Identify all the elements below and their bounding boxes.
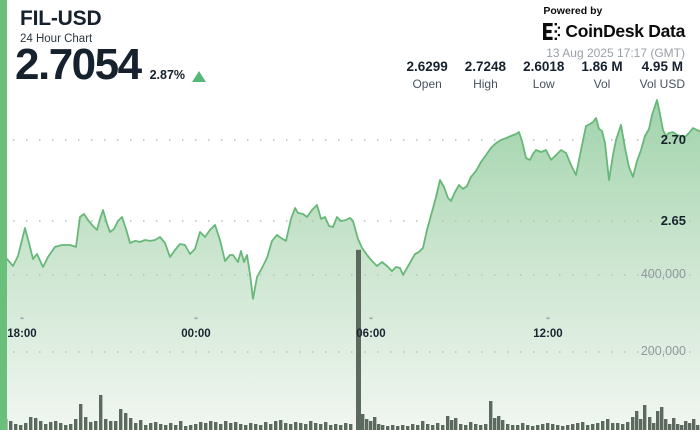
volume-bars — [4, 249, 700, 430]
y-axis-price-label-265: 2.65 — [660, 213, 686, 228]
stat-vol: 1.86 M Vol — [581, 59, 622, 91]
coindesk-logo-icon — [543, 23, 561, 40]
current-price: 2.7054 — [15, 40, 142, 89]
y-axis-price-label-270: 2.70 — [660, 132, 686, 147]
stat-vol-usd-value: 4.95 M — [641, 59, 683, 74]
x-axis-label-0000: 00:00 — [181, 328, 211, 340]
up-triangle-icon — [192, 71, 207, 82]
price-row: 2.7054 2.87% — [15, 40, 207, 89]
stat-low: 2.6018 Low — [523, 59, 564, 91]
stat-low-label: Low — [532, 77, 555, 91]
attribution-block: Powered by CoinDesk Data 13 Aug 2025 17:… — [543, 5, 685, 60]
y-axis-volume-label-400k: 400,000 — [640, 267, 686, 281]
x-axis-label-0600: 06:00 — [356, 328, 386, 340]
coindesk-logo-text: CoinDesk Data — [565, 21, 685, 41]
stat-vol-usd-label: Vol USD — [639, 77, 685, 91]
stat-low-value: 2.6018 — [523, 59, 565, 74]
price-change-percent: 2.87% — [149, 68, 186, 82]
symbol-title: FIL-USD — [20, 7, 102, 30]
stat-open-value: 2.6299 — [406, 59, 448, 74]
powered-by-label: Powered by — [543, 5, 603, 17]
x-axis-label-1800: 18:00 — [7, 328, 37, 340]
stat-high-value: 2.7248 — [464, 59, 507, 74]
y-axis-volume-label-200k: 200,000 — [640, 344, 686, 358]
coindesk-logo[interactable]: CoinDesk Data — [543, 21, 685, 42]
stat-vol-value: 1.86 M — [581, 59, 623, 74]
x-axis-ticks — [20, 317, 550, 320]
stat-open: 2.6299 Open — [406, 59, 447, 91]
accent-bar — [0, 0, 7, 430]
stat-open-label: Open — [412, 77, 442, 91]
stats-row: 2.6299 Open 2.7248 High 2.6018 Low 1.86 … — [406, 59, 685, 91]
stat-vol-usd: 4.95 M Vol USD — [640, 59, 685, 91]
stat-high-label: High — [473, 77, 498, 91]
stat-high: 2.7248 High — [465, 59, 506, 91]
stat-vol-label: Vol — [593, 77, 611, 91]
chart-subtitle: 24 Hour Chart — [20, 33, 93, 45]
x-axis-label-1200: 12:00 — [533, 328, 563, 340]
price-line — [0, 99, 700, 300]
price-area-fill — [0, 100, 700, 430]
timestamp: 13 Aug 2025 17:17 (GMT) — [546, 46, 685, 60]
